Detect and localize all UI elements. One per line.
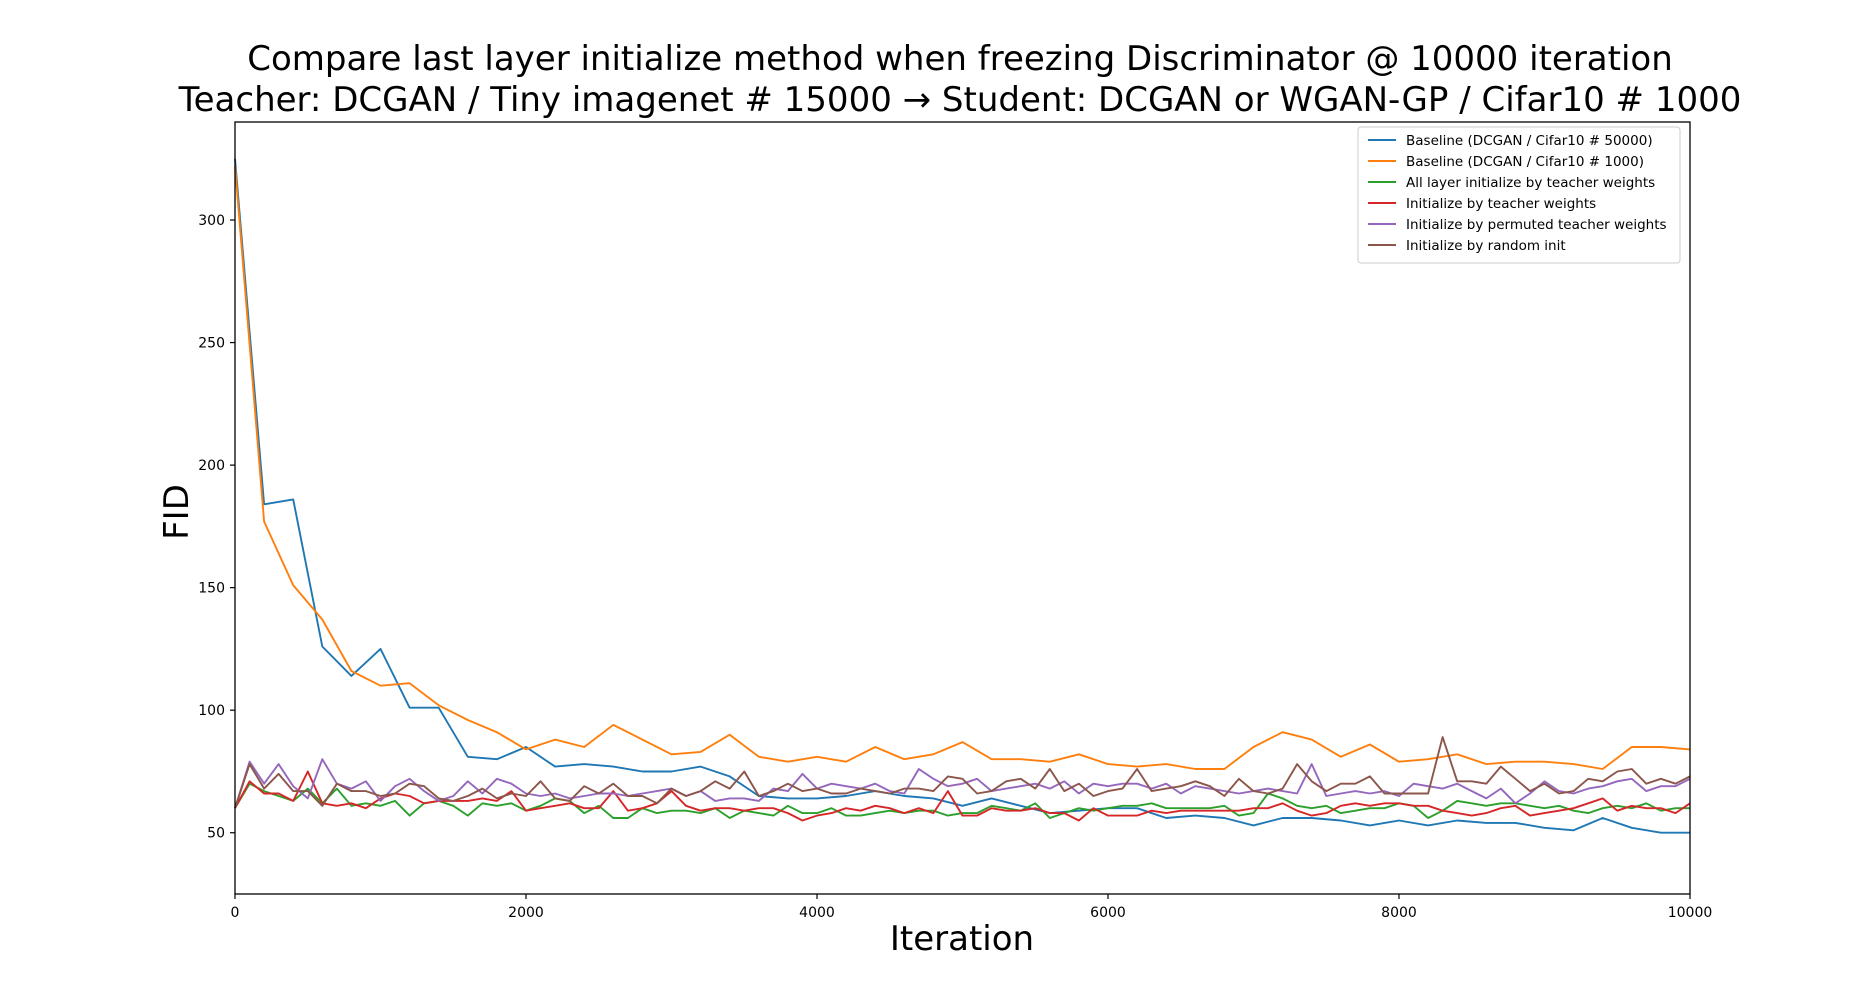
series-line-6 xyxy=(234,736,1691,809)
series-layer xyxy=(234,158,1691,834)
y-tick-label: 250 xyxy=(198,336,225,352)
y-tick-label: 50 xyxy=(207,826,225,842)
x-tick-label: 2000 xyxy=(508,905,544,921)
y-tick-label: 100 xyxy=(198,703,225,719)
x-tick-label: 0 xyxy=(231,905,240,921)
y-tick-label: 200 xyxy=(198,458,225,474)
x-tick-label: 8000 xyxy=(1381,905,1417,921)
chart-title: Compare last layer initialize method whe… xyxy=(247,39,1673,79)
y-axis-label: FID xyxy=(157,484,197,540)
y-tick-label: 300 xyxy=(198,213,225,229)
legend-box xyxy=(1357,126,1681,264)
legend: Baseline (DCGAN / Cifar10 # 50000) Baseli… xyxy=(1357,126,1681,264)
plot-area-frame xyxy=(234,121,1691,895)
legend-label-4: Initialize by teacher weights xyxy=(1406,196,1596,212)
chart-subtitle: Teacher: DCGAN / Tiny imagenet # 15000 →… xyxy=(178,80,1742,120)
series-line-4 xyxy=(234,770,1691,822)
x-axis: 0 2000 4000 6000 8000 10000 xyxy=(231,894,1713,921)
legend-label-2: Baseline (DCGAN / Cifar10 # 1000) xyxy=(1406,154,1644,170)
series-line-2 xyxy=(234,166,1691,770)
series-line-1 xyxy=(234,158,1690,834)
x-tick-label: 10000 xyxy=(1668,905,1713,921)
x-axis-label: Iteration xyxy=(890,919,1034,959)
x-tick-label: 4000 xyxy=(799,905,835,921)
series-line-5 xyxy=(234,758,1691,809)
x-tick-label: 6000 xyxy=(1090,905,1126,921)
series-line-3 xyxy=(234,782,1690,819)
legend-label-6: Initialize by random init xyxy=(1406,238,1566,254)
legend-label-5: Initialize by permuted teacher weights xyxy=(1406,217,1667,233)
y-tick-label: 150 xyxy=(198,581,225,597)
legend-label-3: All layer initialize by teacher weights xyxy=(1406,175,1655,191)
legend-label-1: Baseline (DCGAN / Cifar10 # 50000) xyxy=(1406,133,1653,149)
y-axis: 50 100 150 200 250 300 xyxy=(198,213,235,842)
